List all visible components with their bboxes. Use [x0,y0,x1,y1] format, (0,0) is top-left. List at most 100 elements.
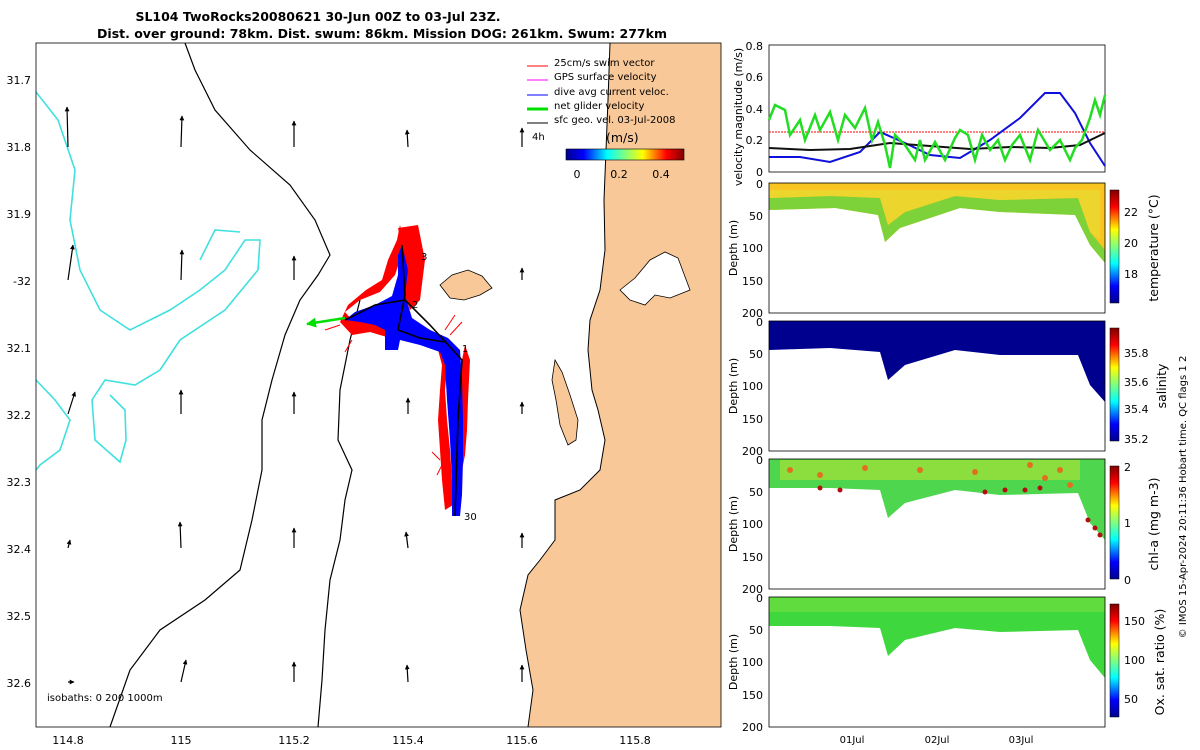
svg-text:200: 200 [742,583,763,596]
svg-text:0: 0 [756,316,763,329]
svg-text:115: 115 [171,734,192,747]
svg-text:200: 200 [742,307,763,320]
svg-text:0: 0 [1124,574,1131,587]
velocity-panel: 0.8 0.6 0.4 0.2 0 velocity magnitude (m/… [732,40,1107,186]
lon-axis: 114.8 115 115.2 115.4 115.6 115.8 [52,734,651,747]
svg-text:31.9: 31.9 [7,208,32,221]
chla-panel: 2 1 0 0 50 100 150 200 Depth (m) chl-a (… [727,454,1161,596]
velocity-ylabel: velocity magnitude (m/s) [732,48,745,186]
waypoint-3: 3 [421,252,427,263]
svg-text:2: 2 [1124,461,1131,474]
svg-text:100: 100 [742,380,763,393]
map-legend: 25cm/s swim vector GPS surface velocity … [527,58,685,181]
scale-label: 4h [532,132,545,143]
colorbar-unit: (m/s) [606,130,639,145]
svg-text:115.2: 115.2 [278,734,310,747]
svg-text:150: 150 [742,689,763,702]
svg-text:35.8: 35.8 [1124,347,1149,360]
isobath-1000m [109,43,331,727]
svg-text:32.3: 32.3 [7,476,32,489]
svg-text:200: 200 [742,445,763,458]
svg-text:32.1: 32.1 [7,342,32,355]
temperature-cbar-label: temperature (°C) [1146,194,1161,301]
lat-axis: 31.7 31.8 31.9 -32 32.1 32.2 32.3 32.4 3… [7,74,32,690]
rottnest-island [439,269,493,301]
oxygen-cbar-label: Ox. sat. ratio (%) [1152,609,1167,716]
svg-text:32.2: 32.2 [7,409,32,422]
svg-text:115.6: 115.6 [506,734,538,747]
svg-text:03Jul: 03Jul [1009,735,1034,746]
svg-text:31.7: 31.7 [7,74,32,87]
svg-text:01Jul: 01Jul [840,735,865,746]
svg-text:0: 0 [756,166,763,179]
svg-text:Depth (m): Depth (m) [727,220,740,276]
isobath-200m [317,299,361,727]
waypoint-1: 1 [462,344,468,355]
svg-text:200: 200 [742,721,763,734]
svg-text:18: 18 [1124,268,1138,281]
svg-text:-32: -32 [13,275,31,288]
legend-dive-avg: dive avg current veloc. [554,87,669,98]
time-axis: 01Jul 02Jul 03Jul [840,735,1034,746]
svg-text:0.2: 0.2 [746,134,764,147]
shelf-contour [36,91,261,464]
svg-text:32.6: 32.6 [7,677,32,690]
svg-text:Depth (m): Depth (m) [727,496,740,552]
svg-text:0.4: 0.4 [652,168,670,181]
map-frame [35,42,722,728]
svg-text:35.4: 35.4 [1124,403,1149,416]
estuary [619,251,691,306]
svg-text:35.6: 35.6 [1124,376,1149,389]
temperature-panel: 22 20 18 0 50 100 150 200 Depth (m) temp… [727,178,1161,320]
svg-text:150: 150 [1124,615,1145,628]
svg-text:22: 22 [1124,206,1138,219]
svg-text:Depth (m): Depth (m) [727,634,740,690]
salinity-panel: 35.8 35.6 35.4 35.2 0 50 100 150 200 Dep… [727,316,1169,458]
map-panel: 3 2 1 30 31.7 31.8 31.9 -32 32.1 32.2 32… [7,42,722,747]
svg-text:20: 20 [1124,237,1138,250]
isobaths-label: isobaths: 0 200 1000m [47,693,163,704]
svg-text:150: 150 [742,413,763,426]
svg-text:114.8: 114.8 [52,734,84,747]
svg-text:0.6: 0.6 [746,71,764,84]
dive-avg-current [345,245,463,516]
svg-text:100: 100 [1124,654,1145,667]
svg-text:0.2: 0.2 [610,168,628,181]
svg-text:100: 100 [742,242,763,255]
svg-text:32.5: 32.5 [7,610,32,623]
svg-text:150: 150 [742,551,763,564]
svg-text:35.2: 35.2 [1124,433,1149,446]
legend-sfc-geo: sfc geo. vel. 03-Jul-2008 [554,115,675,126]
legend-net-velocity: net glider velocity [554,101,644,112]
svg-text:100: 100 [742,518,763,531]
footer-credit: © IMOS 15-Apr-2024 20:11:36 Hobart time.… [1178,356,1189,639]
oxygen-panel: 150 100 50 0 50 100 150 200 Depth (m) Ox… [727,592,1167,734]
svg-text:50: 50 [1124,693,1138,706]
svg-text:50: 50 [749,624,763,637]
waypoint-2: 2 [412,300,418,311]
glider-track [344,244,463,517]
svg-text:50: 50 [749,486,763,499]
svg-text:115.4: 115.4 [392,734,424,747]
svg-text:02Jul: 02Jul [925,735,950,746]
svg-text:50: 50 [749,348,763,361]
svg-text:1: 1 [1124,517,1131,530]
salinity-cbar-label: salinity [1154,363,1169,408]
net-glider-velocity-vector [306,316,346,328]
legend-gps-velocity: GPS surface velocity [554,72,657,83]
svg-text:31.8: 31.8 [7,141,32,154]
land-mass [520,43,721,727]
svg-text:115.8: 115.8 [619,734,651,747]
svg-text:0: 0 [756,454,763,467]
sfc-geo-velocity-field [64,106,525,685]
title-line-1: SL104 TwoRocks20080621 30-Jun 00Z to 03-… [135,9,500,24]
garden-island [551,358,579,446]
svg-text:Depth (m): Depth (m) [727,358,740,414]
waypoint-30: 30 [464,512,477,523]
chla-cbar-label: chl-a (mg m-3) [1146,478,1161,571]
svg-text:0: 0 [756,592,763,605]
svg-text:150: 150 [742,275,763,288]
svg-text:100: 100 [742,656,763,669]
